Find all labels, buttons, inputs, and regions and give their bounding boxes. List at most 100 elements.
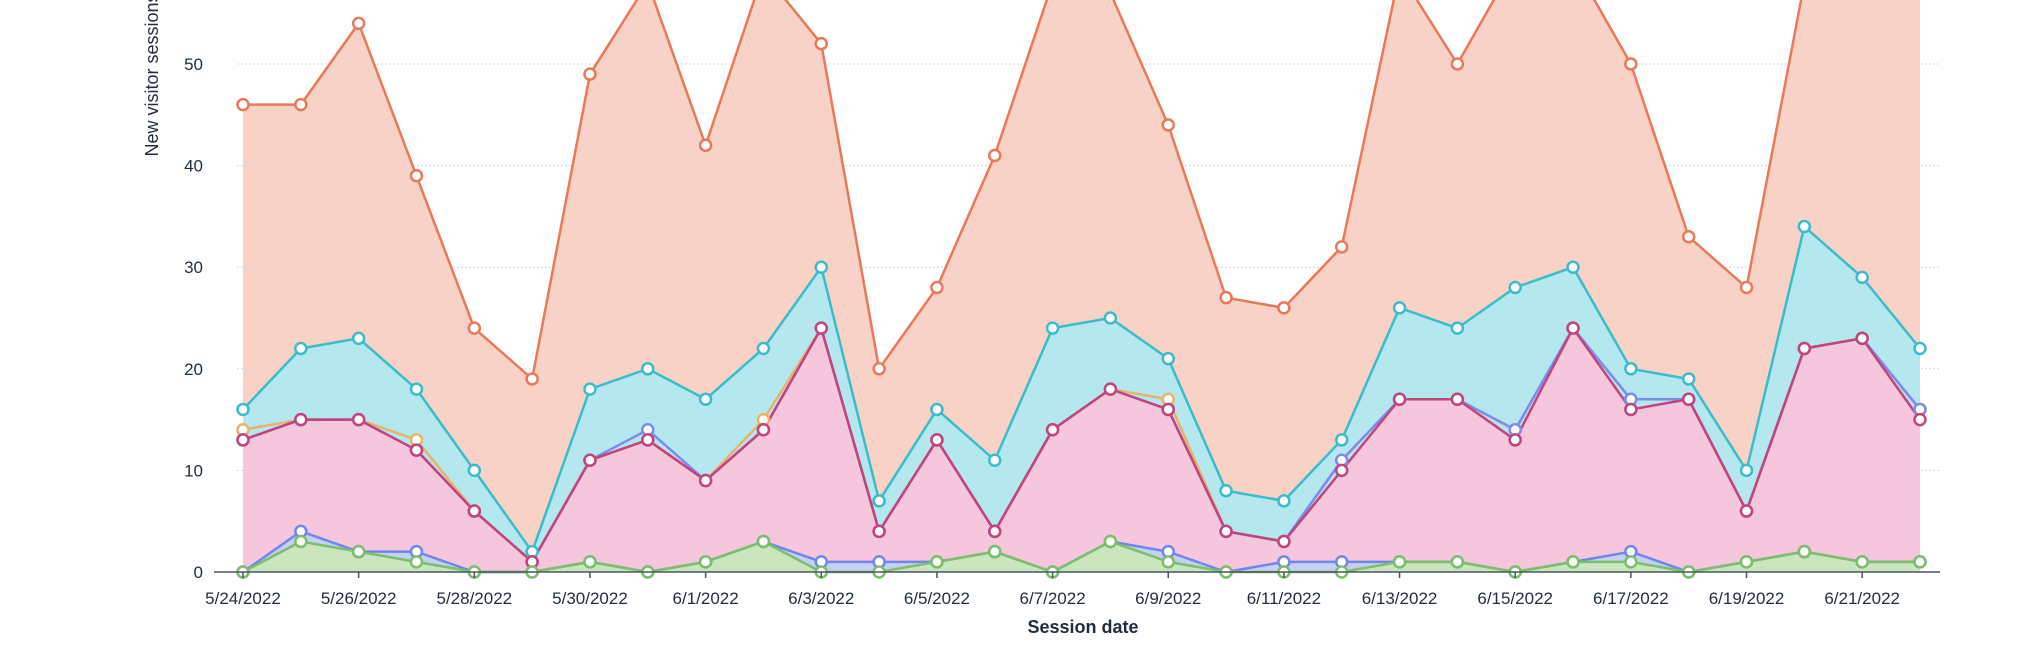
data-point[interactable] [1624, 555, 1638, 569]
data-point[interactable] [1450, 392, 1465, 407]
data-point[interactable] [988, 453, 1002, 467]
data-point[interactable] [1624, 57, 1638, 71]
data-point[interactable] [1045, 321, 1060, 335]
data-point[interactable] [930, 433, 944, 447]
data-point[interactable] [1334, 433, 1349, 447]
data-point[interactable] [1277, 494, 1291, 508]
data-point[interactable] [872, 524, 886, 539]
data-point[interactable] [1334, 240, 1349, 254]
data-point[interactable] [814, 321, 829, 335]
data-point[interactable] [1392, 301, 1407, 315]
data-point[interactable] [1624, 402, 1638, 417]
data-point[interactable] [409, 443, 424, 457]
data-point[interactable] [525, 372, 539, 386]
data-point[interactable] [756, 423, 771, 437]
data-point[interactable] [698, 138, 713, 153]
data-point[interactable] [351, 331, 366, 346]
data-point[interactable] [236, 97, 250, 112]
data-point[interactable] [1103, 534, 1118, 549]
data-point[interactable] [409, 169, 424, 183]
data-point[interactable] [872, 362, 886, 376]
data-point[interactable] [1739, 504, 1754, 518]
data-point[interactable] [1219, 524, 1233, 539]
data-point[interactable] [1624, 362, 1638, 376]
data-point[interactable] [814, 36, 829, 51]
data-point[interactable] [1566, 555, 1580, 569]
data-point[interactable] [1219, 290, 1233, 305]
data-point[interactable] [1508, 280, 1522, 295]
data-point[interactable] [1161, 402, 1175, 417]
data-point[interactable] [1103, 311, 1118, 325]
data-point[interactable] [698, 555, 713, 569]
data-point[interactable] [467, 504, 482, 518]
data-point[interactable] [1797, 219, 1812, 234]
data-point[interactable] [294, 412, 308, 427]
data-point[interactable] [756, 341, 771, 356]
data-point[interactable] [1450, 57, 1465, 71]
data-point[interactable] [294, 341, 308, 356]
data-point[interactable] [1681, 392, 1696, 407]
data-point[interactable] [1797, 544, 1812, 559]
data-point[interactable] [409, 555, 424, 569]
data-point[interactable] [1855, 555, 1869, 569]
data-point[interactable] [1450, 321, 1465, 335]
data-point[interactable] [1855, 270, 1869, 285]
data-point[interactable] [814, 260, 829, 274]
data-point[interactable] [1219, 483, 1233, 498]
data-point[interactable] [1334, 463, 1349, 478]
data-point[interactable] [1277, 301, 1291, 315]
data-point[interactable] [1392, 392, 1407, 407]
data-point[interactable] [756, 534, 771, 549]
data-point[interactable] [930, 402, 944, 417]
x-tick-label: 5/24/2022 [205, 589, 281, 608]
data-point[interactable] [1277, 534, 1291, 549]
data-point[interactable] [1566, 260, 1580, 274]
data-point[interactable] [1161, 555, 1175, 569]
data-point[interactable] [1450, 555, 1465, 569]
data-point[interactable] [1161, 118, 1175, 132]
data-point[interactable] [1913, 412, 1927, 427]
data-point[interactable] [1161, 351, 1175, 366]
data-point[interactable] [1739, 555, 1754, 569]
data-point[interactable] [698, 392, 713, 407]
data-point[interactable] [1508, 433, 1522, 447]
data-point[interactable] [467, 463, 482, 478]
data-point[interactable] [988, 524, 1002, 539]
data-point[interactable] [1103, 382, 1118, 396]
data-point[interactable] [583, 555, 597, 569]
data-point[interactable] [583, 67, 597, 81]
data-point[interactable] [930, 280, 944, 295]
data-point[interactable] [1913, 341, 1927, 356]
data-point[interactable] [467, 321, 482, 335]
data-point[interactable] [351, 412, 366, 427]
data-point[interactable] [583, 453, 597, 467]
data-point[interactable] [294, 534, 308, 549]
data-point[interactable] [1855, 331, 1869, 346]
data-point[interactable] [641, 433, 655, 447]
data-point[interactable] [1392, 555, 1407, 569]
data-point[interactable] [236, 433, 250, 447]
data-point[interactable] [1739, 463, 1754, 478]
data-point[interactable] [1681, 229, 1696, 244]
data-point[interactable] [351, 16, 366, 31]
data-point[interactable] [930, 555, 944, 569]
data-point[interactable] [988, 148, 1002, 163]
data-point[interactable] [698, 473, 713, 488]
data-point[interactable] [351, 544, 366, 559]
data-point[interactable] [1913, 555, 1927, 569]
data-point[interactable] [236, 402, 250, 417]
series-areas [243, 0, 1920, 572]
data-point[interactable] [872, 494, 886, 508]
data-point[interactable] [1681, 372, 1696, 386]
data-point[interactable] [641, 362, 655, 376]
data-point[interactable] [1045, 423, 1060, 437]
data-point[interactable] [988, 544, 1002, 559]
x-tick-label: 5/26/2022 [321, 589, 397, 608]
data-point[interactable] [1739, 280, 1754, 295]
data-point[interactable] [583, 382, 597, 396]
data-point[interactable] [1797, 341, 1812, 356]
data-point[interactable] [1566, 321, 1580, 335]
data-point[interactable] [294, 97, 308, 112]
data-point[interactable] [409, 382, 424, 396]
